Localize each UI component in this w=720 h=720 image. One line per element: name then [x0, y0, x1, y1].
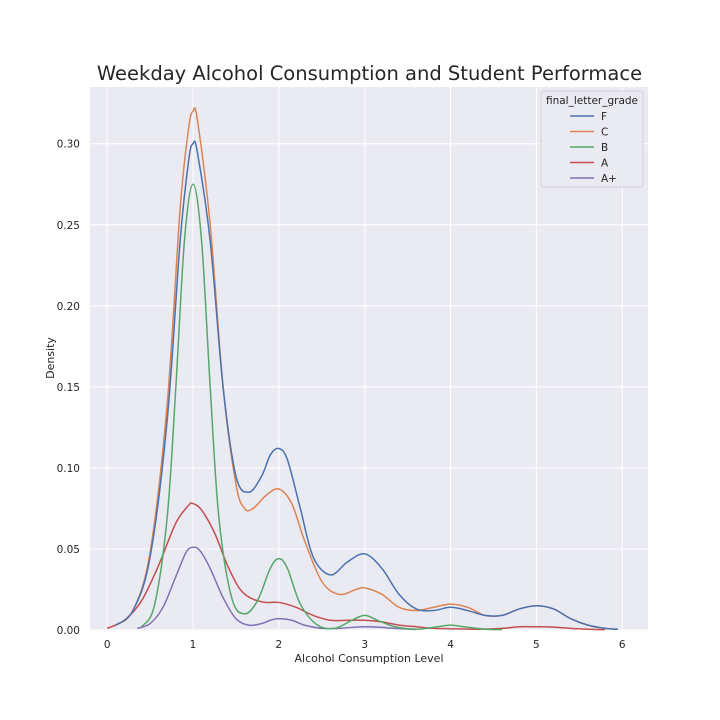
y-axis-label: Density	[44, 337, 57, 379]
y-tick-label: 0.25	[57, 220, 80, 232]
density-curves	[106, 107, 618, 631]
density-curve-f	[115, 140, 618, 630]
x-tick-label: 6	[619, 639, 626, 651]
y-tick-label: 0.15	[57, 382, 80, 394]
gridlines	[90, 87, 648, 631]
legend-box	[540, 90, 644, 188]
legend-label: B	[601, 142, 608, 154]
x-tick-label: 5	[533, 639, 540, 651]
x-tick-label: 2	[276, 639, 283, 651]
density-curve-a	[106, 502, 606, 631]
x-axis-label: Alcohol Consumption Level	[295, 652, 444, 665]
x-tick-label: 1	[190, 639, 197, 651]
y-tick-label: 0.00	[57, 625, 80, 637]
legend-label: A+	[601, 173, 617, 185]
x-axis-ticks: 0 1 2 3 4 5 6	[104, 639, 626, 651]
density-curve-b	[140, 183, 503, 631]
y-axis-ticks: 0.00 0.05 0.10 0.15 0.20 0.25 0.30	[57, 139, 80, 637]
legend-label: A	[601, 158, 609, 170]
y-tick-label: 0.30	[57, 139, 80, 151]
y-tick-label: 0.10	[57, 463, 80, 475]
x-tick-label: 3	[361, 639, 368, 651]
y-tick-label: 0.05	[57, 544, 80, 556]
legend-label: F	[601, 111, 607, 123]
legend-label: C	[601, 127, 608, 139]
x-tick-label: 4	[447, 639, 454, 651]
legend-title: final_letter_grade	[546, 95, 638, 107]
x-tick-label: 0	[104, 639, 111, 651]
chart-title: Weekday Alcohol Consumption and Student …	[97, 62, 642, 85]
density-curve-a-plus	[136, 546, 417, 631]
y-tick-label: 0.20	[57, 301, 80, 313]
